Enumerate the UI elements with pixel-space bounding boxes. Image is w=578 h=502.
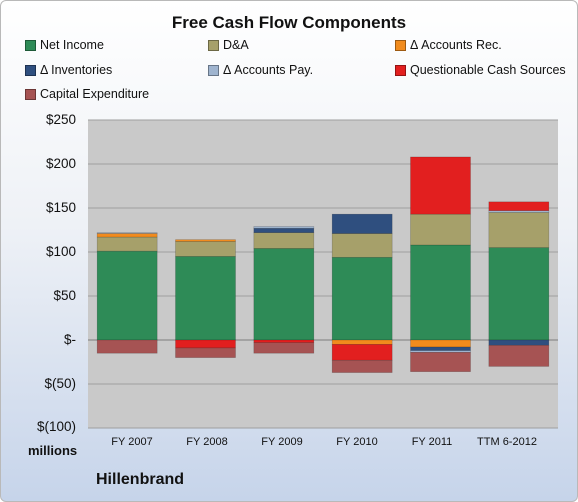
legend-item-da: D&A — [208, 38, 249, 52]
x-tick-label: FY 2008 — [186, 436, 228, 448]
bar-segment-net-income — [331, 256, 393, 341]
legend-label: Net Income — [40, 38, 104, 52]
bar-segment-d-a — [253, 232, 315, 249]
legend-label: D&A — [223, 38, 249, 52]
legend-swatch — [25, 88, 36, 100]
bar-segment-accounts-rec — [410, 339, 471, 348]
x-tick-label: FY 2011 — [411, 436, 453, 448]
legend-item-capex: Capital Expenditure — [25, 87, 149, 101]
bar-segment-questionable-cash-sources — [331, 344, 393, 361]
legend-item-accounts-pay: Δ Accounts Pay. — [208, 63, 313, 77]
legend-swatch — [395, 64, 406, 76]
bar-segment-capital-expenditure — [253, 342, 315, 354]
legend-label: Δ Inventories — [40, 63, 113, 77]
y-tick-label: $100 — [45, 244, 76, 259]
legend-label: Questionable Cash Sources — [410, 63, 566, 77]
company-name: Hillenbrand — [96, 471, 185, 488]
legend-item-inventories: Δ Inventories — [25, 63, 112, 77]
bar-segment-d-a — [488, 212, 550, 248]
legend-swatch — [25, 39, 36, 51]
bar-segment-net-income — [410, 244, 471, 341]
bar-segment-inventories — [488, 339, 550, 346]
legend-item-net-income: Net Income — [25, 38, 104, 52]
bar-segment-net-income — [488, 247, 550, 341]
bar-segment-questionable-cash-sources — [253, 339, 315, 343]
x-tick-label: FY 2007 — [111, 436, 153, 448]
bar-segment-inventories — [331, 213, 393, 234]
bar-segment-capital-expenditure — [331, 359, 393, 373]
legend-item-accounts-rec: Δ Accounts Rec. — [395, 38, 502, 52]
chart-title: Free Cash Flow Components — [171, 13, 407, 32]
y-tick-label: $(50) — [44, 376, 76, 391]
y-tick-label: $- — [63, 332, 76, 347]
bar-segment-d-a — [175, 241, 236, 257]
bar-segment-questionable-cash-sources — [175, 339, 236, 349]
legend-swatch — [25, 64, 36, 76]
bar-segment-inventories — [410, 346, 471, 351]
bar-segment-d-a — [331, 233, 393, 258]
bar-segment-d-a — [96, 236, 158, 252]
bar-segment-capital-expenditure — [96, 339, 158, 354]
legend-label: Δ Accounts Pay. — [223, 63, 314, 77]
x-tick-label: FY 2010 — [336, 436, 378, 448]
y-tick-label: $50 — [53, 288, 76, 303]
x-tick-label: TTM 6-2012 — [477, 436, 537, 448]
bar-segment-accounts-rec — [331, 339, 393, 345]
legend-swatch — [208, 39, 219, 51]
y-unit-label: millions — [28, 443, 78, 458]
legend-label: Capital Expenditure — [40, 87, 150, 101]
bar-segment-net-income — [96, 250, 158, 341]
bar-segment-inventories — [253, 227, 315, 233]
plot-background — [88, 120, 558, 428]
legend-swatch — [208, 64, 219, 76]
y-tick-label: $150 — [45, 200, 76, 215]
bar-segment-net-income — [175, 256, 236, 341]
bar-segment-capital-expenditure — [410, 352, 471, 372]
y-tick-label: $(100) — [36, 419, 76, 434]
bar-segment-net-income — [253, 248, 315, 341]
bar-segment-capital-expenditure — [175, 347, 236, 358]
legend-item-questionable-cash: Questionable Cash Sources — [395, 63, 566, 77]
bar-segment-accounts-pay — [96, 232, 158, 234]
bar-segment-questionable-cash-sources — [488, 201, 550, 211]
bar-segment-accounts-rec — [175, 239, 236, 242]
legend-label: Δ Accounts Rec. — [410, 38, 502, 52]
legend-swatch — [395, 39, 406, 51]
y-tick-label: $250 — [45, 112, 76, 127]
bar-segment-accounts-pay — [253, 226, 315, 229]
bar-segment-questionable-cash-sources — [410, 156, 471, 215]
y-tick-label: $200 — [45, 156, 76, 171]
x-tick-label: FY 2009 — [261, 436, 303, 448]
bar-segment-d-a — [410, 213, 471, 246]
bar-segment-accounts-rec — [96, 233, 158, 238]
bar-segment-capital-expenditure — [488, 344, 550, 367]
